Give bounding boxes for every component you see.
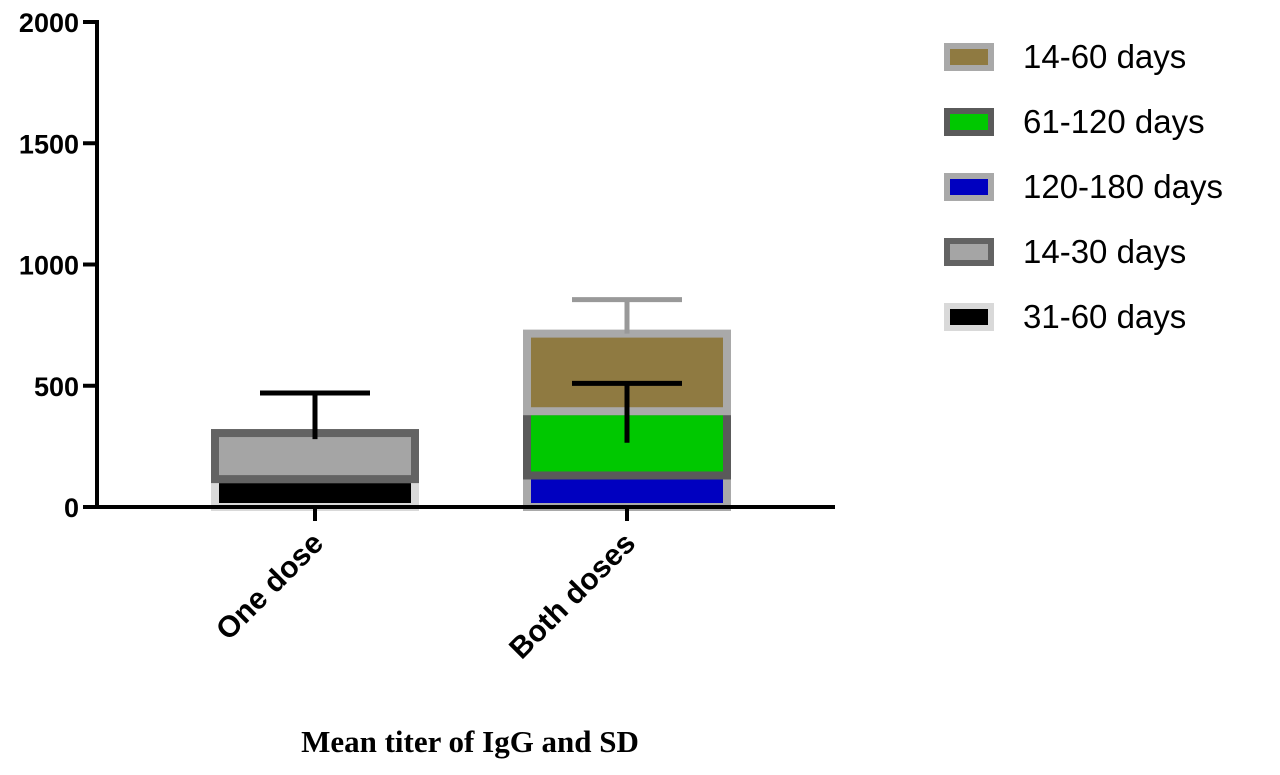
x-category-label: One dose (210, 527, 330, 647)
error-bar (572, 297, 682, 334)
legend-item: 14-60 days (944, 38, 1186, 75)
y-tick-label: 500 (34, 372, 79, 402)
x-category-label: Both doses (503, 527, 642, 666)
bar-segment-120-180-days (523, 471, 731, 512)
legend-swatch (944, 238, 994, 266)
bar-segment-14-30-days (211, 429, 419, 484)
y-tick-label: 0 (64, 493, 79, 523)
y-tick-label: 1000 (19, 251, 79, 281)
y-tick-label: 2000 (19, 8, 79, 38)
legend-label: 31-60 days (1023, 298, 1186, 335)
legend-item: 120-180 days (944, 168, 1223, 205)
legend-swatch (944, 108, 994, 136)
legend-label: 14-60 days (1023, 38, 1186, 75)
error-bar (572, 380, 682, 443)
legend-swatch (944, 43, 994, 71)
legend-swatch (944, 303, 994, 331)
legend-swatch (944, 173, 994, 201)
legend-item: 14-30 days (944, 233, 1186, 270)
legend-label: 61-120 days (1023, 103, 1205, 140)
y-tick-label: 1500 (19, 129, 79, 159)
legend-item: 61-120 days (944, 103, 1205, 140)
x-axis-title: Mean titer of IgG and SD (301, 724, 639, 759)
legend-label: 120-180 days (1023, 168, 1223, 205)
legend-label: 14-30 days (1023, 233, 1186, 270)
legend-item: 31-60 days (944, 298, 1186, 335)
plot-area (211, 297, 731, 512)
legend: 14-60 days 61-120 days 120-180 days 14-30 d… (944, 38, 1223, 335)
error-bar (260, 390, 370, 440)
bar-segment-31-60-days (211, 475, 419, 511)
